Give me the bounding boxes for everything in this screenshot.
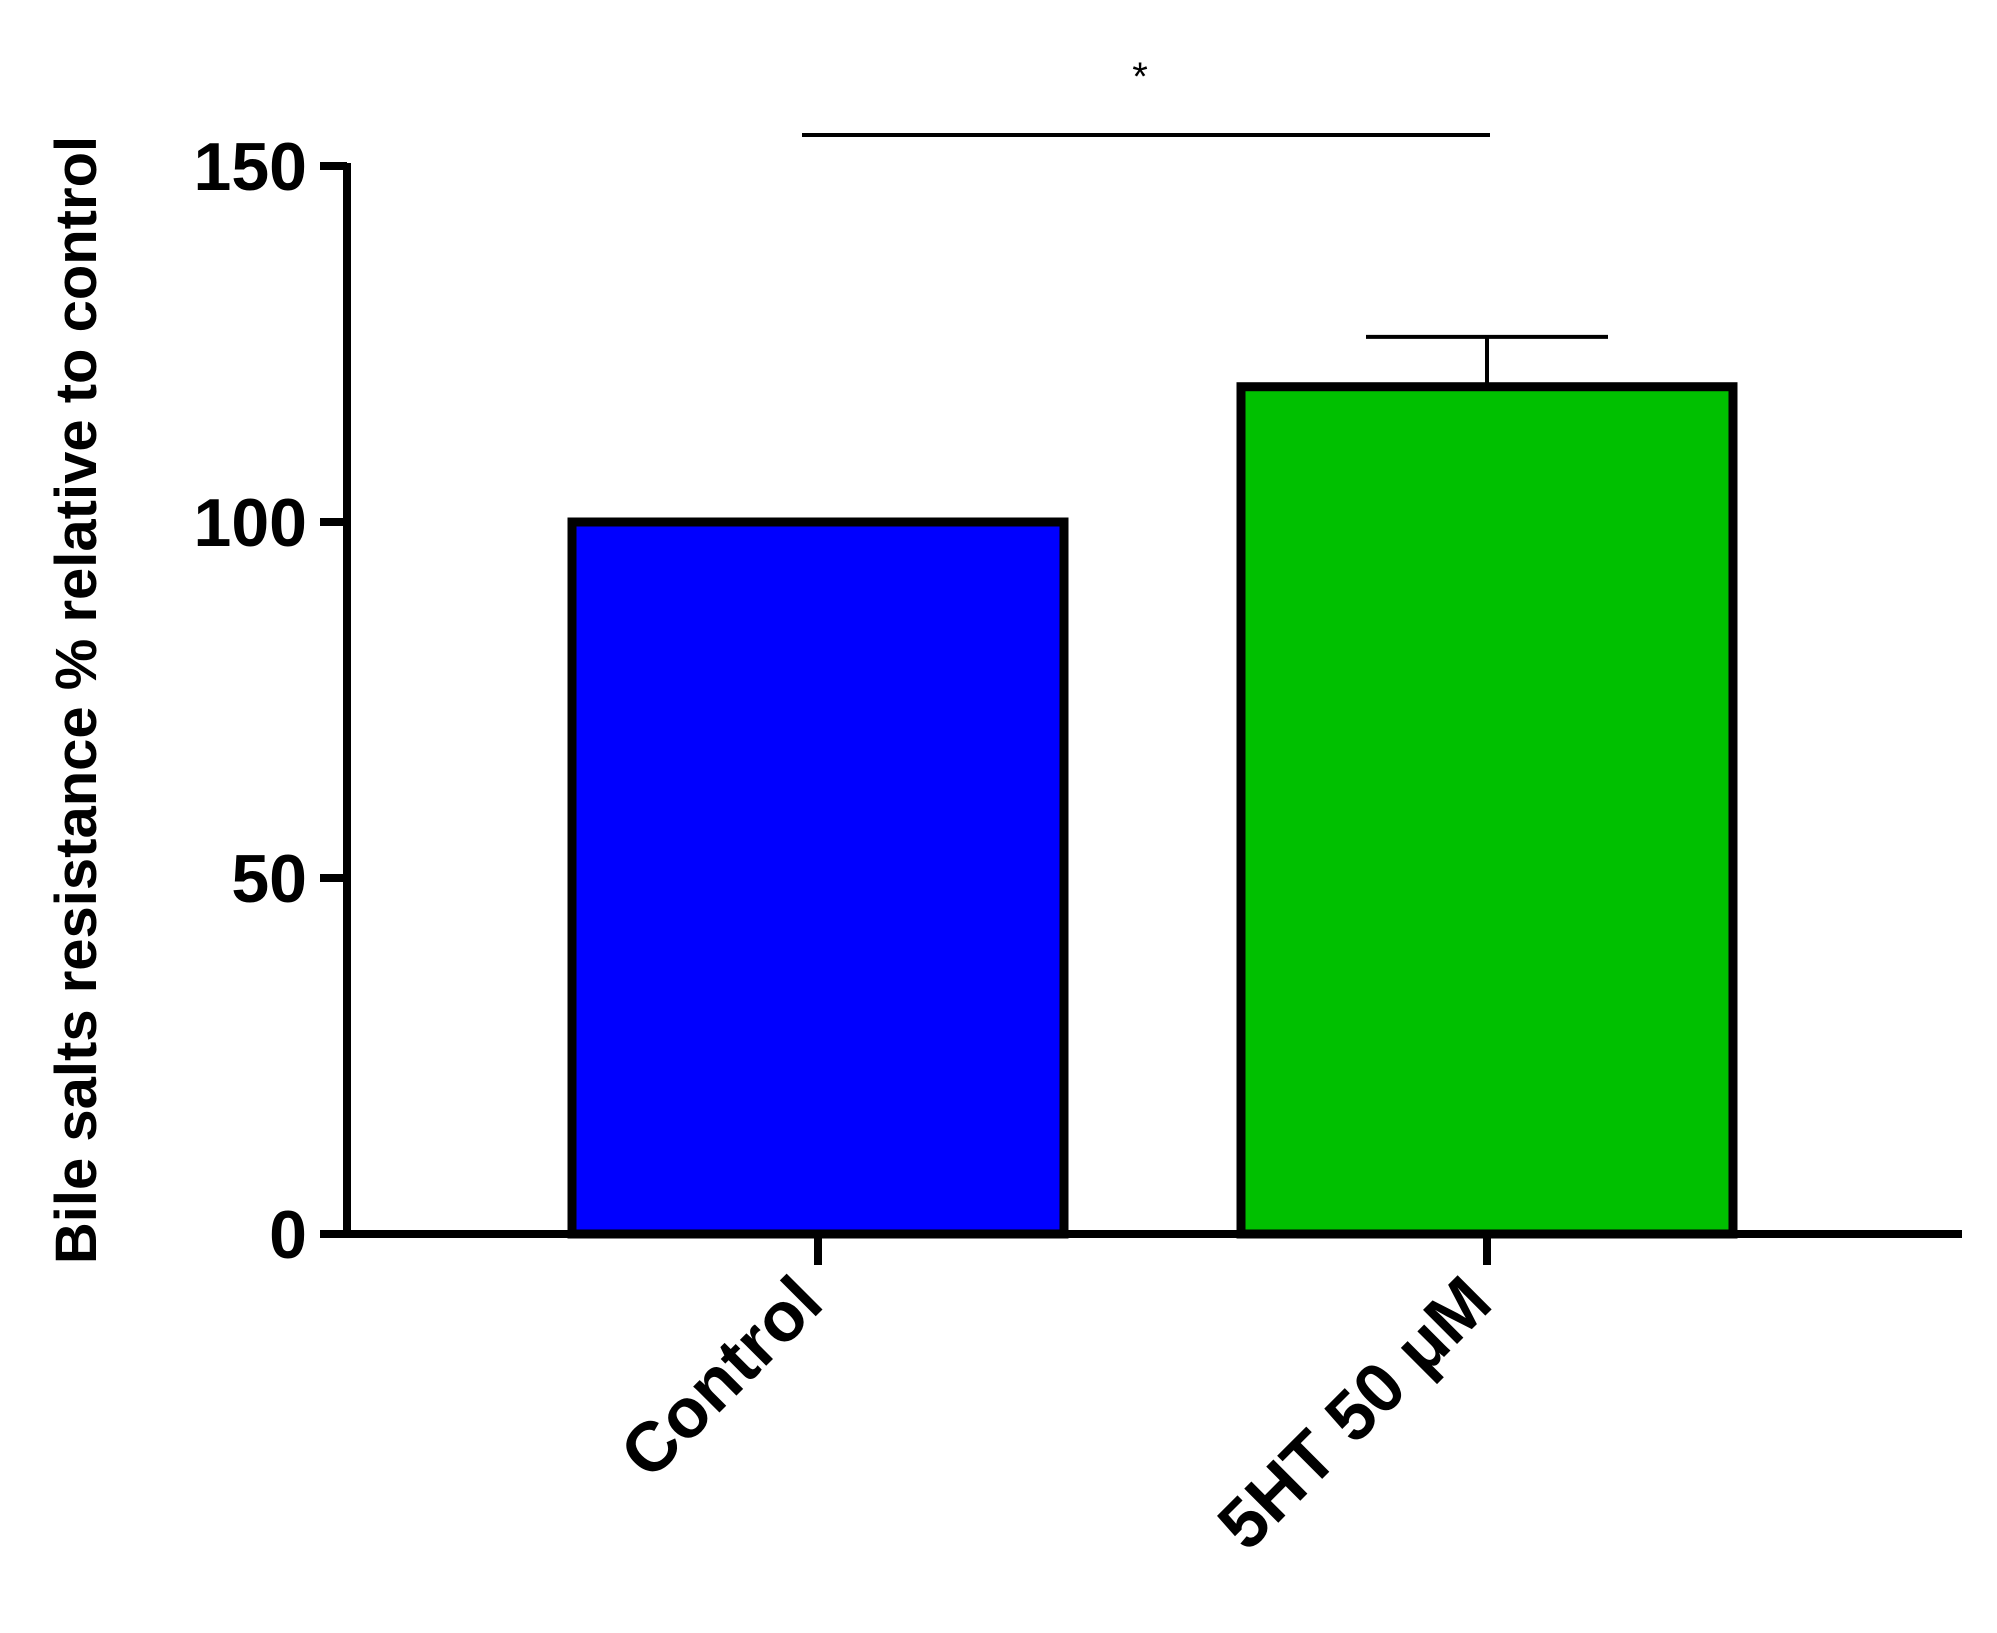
y-tick-label-150: 150 [194,129,307,205]
bar-5ht-50-m [1236,382,1738,1239]
significance-label: * [1132,55,1148,99]
x-tick-label-5ht-50-m: 5HT 50 μM [1203,1261,1506,1564]
y-tick-label-50: 50 [231,841,307,917]
bar-control [567,517,1069,1239]
x-ticks: Control 5HT 50 μM [606,1234,1506,1564]
bars-layer [567,382,1738,1239]
y-ticks: 0 50 100 150 [194,129,347,1273]
errorbars-layer [1366,334,1608,387]
x-tick-label-control: Control [606,1261,837,1492]
y-tick-label-0: 0 [269,1197,307,1273]
y-axis-title: Bile salts resistance % relative to cont… [44,136,109,1264]
y-tick-label-100: 100 [194,485,307,561]
